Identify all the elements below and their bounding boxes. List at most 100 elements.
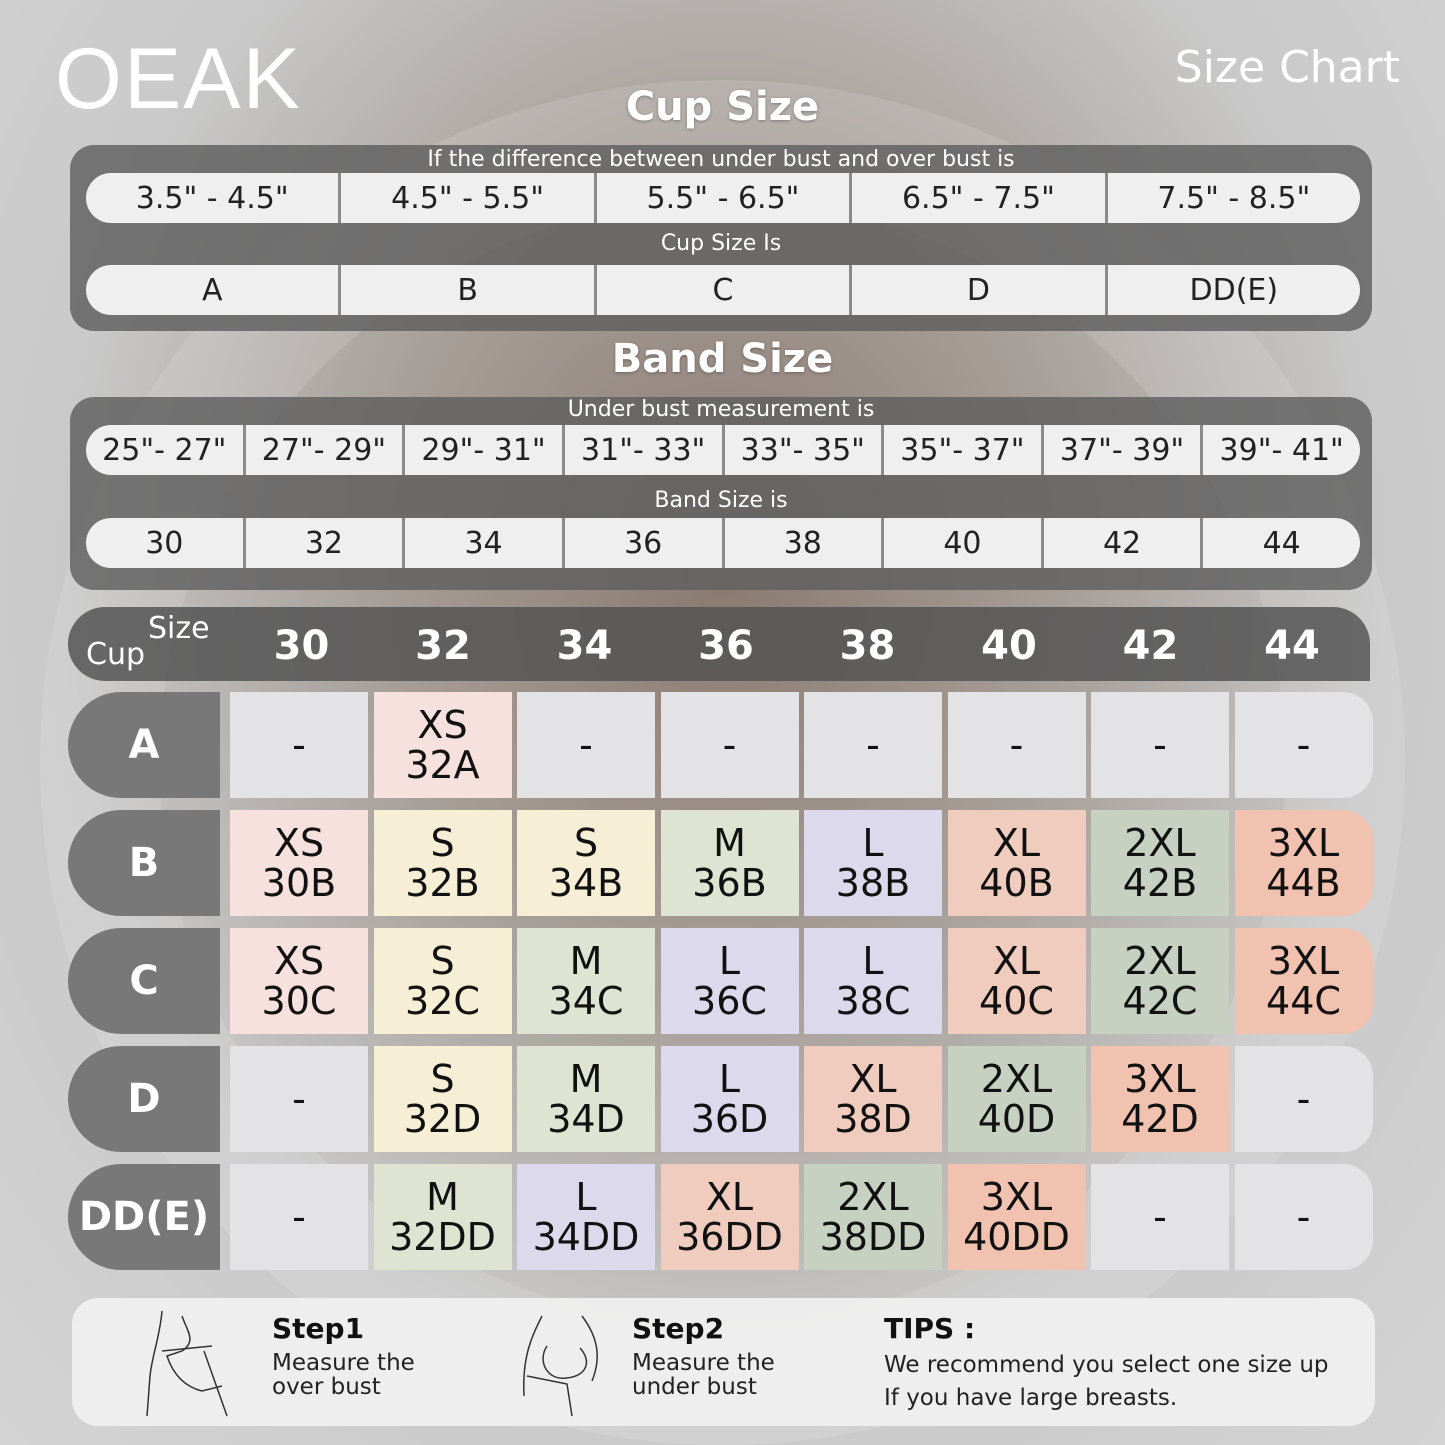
size-label: S (430, 1057, 455, 1101)
grid-band-header: 40 (981, 623, 1037, 669)
cup-size-title: Cup Size (625, 84, 820, 130)
size-cell: XL 40C (947, 928, 1086, 1034)
size-cell: L 36D (660, 1046, 799, 1152)
size-code: 40DD (963, 1215, 1070, 1259)
difference-label: If the difference between under bust and… (427, 147, 1015, 172)
size-code: 38D (834, 1097, 912, 1141)
size-label: - (1296, 1077, 1311, 1121)
grid-band-header: 38 (839, 623, 896, 669)
size-code: 40D (977, 1097, 1056, 1141)
size-label: XL (705, 1175, 754, 1219)
size-label: M (713, 821, 746, 865)
cup-cell: DD(E) (1189, 272, 1279, 308)
size-label: M (569, 1057, 603, 1101)
size-label: L (718, 1057, 741, 1101)
step1-title: Step1 (272, 1312, 365, 1345)
under-bust-label: Under bust measurement is (567, 397, 875, 422)
size-label: 3XL (1267, 821, 1340, 865)
size-cell: L 38C (804, 928, 942, 1034)
size-code: 36C (692, 979, 767, 1023)
size-cell: - (947, 692, 1086, 798)
size-cell: 3XL 40DD (947, 1164, 1086, 1270)
size-label: 2XL (1124, 821, 1196, 865)
size-cell: S 34B (517, 810, 655, 916)
corner-size-label: Size (148, 611, 210, 646)
difference-row: 3.5" - 4.5" 4.5" - 5.5" 5.5" - 6.5" 6.5" - … (86, 173, 1360, 223)
size-code: 32A (405, 743, 480, 787)
size-code: 30C (261, 979, 337, 1023)
size-code: 32D (403, 1097, 482, 1141)
cup-cell: C (597, 265, 853, 315)
step2-title: Step2 (632, 1312, 725, 1345)
size-label: S (573, 821, 599, 865)
size-cell: 2XL 38DD (804, 1164, 942, 1270)
size-cell: L 36C (660, 928, 799, 1034)
step2-line2: under bust (632, 1374, 757, 1400)
size-code: 32C (405, 979, 480, 1023)
size-cell: - (517, 692, 655, 798)
grid-band-header: 42 (1122, 623, 1179, 669)
size-label: XS (273, 939, 325, 983)
size-code: 34DD (532, 1215, 640, 1259)
size-label: - (1296, 1195, 1311, 1239)
size-label: XL (992, 821, 1041, 865)
size-label: XL (992, 939, 1041, 983)
size-label: XL (849, 1057, 897, 1101)
step1: Step1 Measure the over bust (272, 1312, 415, 1399)
size-code: 36DD (676, 1215, 783, 1259)
size-cell: S 32C (373, 928, 512, 1034)
tips-title: TIPS : (884, 1312, 976, 1345)
size-label: - (292, 1077, 306, 1121)
size-code: 34B (548, 861, 624, 905)
size-cell: XS 30C (230, 928, 368, 1034)
size-cell: XL 38D (804, 1046, 942, 1152)
chart-title: Size Chart (1174, 42, 1400, 93)
size-label: M (569, 939, 603, 983)
size-cell: XL 40B (947, 810, 1086, 916)
size-cell: M 34D (517, 1046, 655, 1152)
size-code: 34D (547, 1097, 625, 1141)
band-size-panel: Under bust measurement is 25"- 27" 27"- 2… (70, 397, 1372, 590)
cup-row-label: D (68, 1046, 220, 1152)
size-code: 44B (1266, 861, 1341, 905)
cup-row-label: A (68, 692, 220, 798)
size-code: 40B (979, 861, 1054, 905)
size-code: 36D (690, 1097, 769, 1141)
size-label: 3XL (980, 1175, 1053, 1219)
size-label: - (866, 723, 880, 767)
under-bust-cell: 35"- 37" (884, 425, 1044, 475)
size-cell: - (1234, 1164, 1373, 1270)
size-label: 2XL (980, 1057, 1053, 1101)
size-cell: 3XL 44C (1234, 928, 1373, 1034)
size-label: - (1153, 723, 1167, 767)
size-label: M (426, 1175, 459, 1219)
step1-line2: over bust (272, 1374, 381, 1400)
size-label: - (579, 723, 593, 767)
size-cell: - (230, 1046, 368, 1152)
grid-band-header: 34 (556, 623, 613, 669)
size-cell: - (1234, 692, 1373, 798)
brand-logo: OEAK (55, 31, 302, 127)
size-label: - (722, 723, 737, 767)
cup-cell: B (341, 265, 597, 315)
size-label: S (430, 939, 455, 983)
difference-cell: 4.5" - 5.5" (341, 173, 597, 223)
difference-cell: 7.5" - 8.5" (1157, 180, 1311, 216)
difference-cell: 3.5" - 4.5" (86, 173, 342, 223)
band-cell: 34 (405, 518, 565, 568)
tips-line2: If you have large breasts. (884, 1385, 1178, 1411)
size-cell: L 34DD (517, 1164, 655, 1270)
band-cell: 38 (725, 518, 885, 568)
under-bust-figure-icon (522, 1315, 598, 1417)
band-label: Band Size is (654, 488, 788, 513)
size-cell: L 38B (804, 810, 942, 916)
grid-band-header: 32 (415, 623, 471, 669)
cup-label: Cup Size Is (660, 231, 782, 256)
size-label: S (430, 821, 455, 865)
size-code: 44C (1266, 979, 1341, 1023)
size-cell: - (1091, 1164, 1229, 1270)
size-code: 32B (405, 861, 480, 905)
size-cell: - (1234, 1046, 1373, 1152)
size-label: 3XL (1124, 1057, 1196, 1101)
size-cell: S 32B (373, 810, 512, 916)
